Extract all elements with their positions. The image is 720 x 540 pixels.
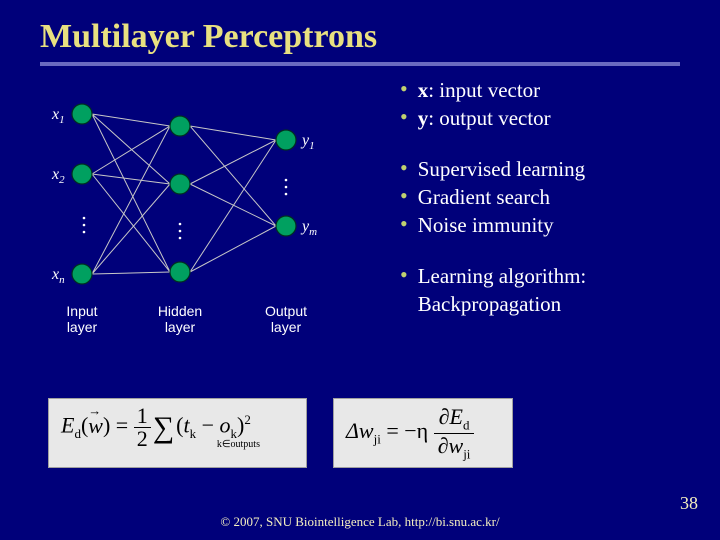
- bullet-line: • Noise immunity: [400, 211, 700, 239]
- bullet-group-1: • x: input vector • y: output vector: [400, 76, 700, 133]
- bullet-text: Gradient search: [418, 183, 550, 211]
- bullet-dot: •: [400, 104, 408, 130]
- bullet-dot: •: [400, 211, 408, 237]
- bullet-line: • Learning algorithm:Backpropagation: [400, 262, 700, 319]
- content-area: x1 x2 xn y1 ym Inputlayer Hiddenlayer Outputlay…: [0, 66, 720, 486]
- svg-text:Outputlayer: Outputlayer: [265, 303, 307, 335]
- svg-text:Hiddenlayer: Hiddenlayer: [158, 303, 202, 335]
- bullet-group-2: • Supervised learning • Gradient search …: [400, 155, 700, 240]
- bullet-list: • x: input vector • y: output vector • S…: [400, 76, 700, 340]
- page-number: 38: [680, 493, 698, 514]
- slide-title: Multilayer Perceptrons: [40, 18, 720, 56]
- bullet-line: • y: output vector: [400, 104, 700, 132]
- bullet-line: • x: input vector: [400, 76, 700, 104]
- footer-text: © 2007, SNU Biointelligence Lab, http://…: [0, 514, 720, 530]
- bullet-line: • Gradient search: [400, 183, 700, 211]
- svg-text:Inputlayer: Inputlayer: [66, 303, 97, 335]
- bullet-dot: •: [400, 183, 408, 209]
- bullet-group-3: • Learning algorithm:Backpropagation: [400, 262, 700, 319]
- equations-row: Ed(w→) = 12∑(tk − ok)2k∈outputs Δwji = −…: [48, 398, 513, 468]
- network-diagram: x1 x2 xn y1 ym Inputlayer Hiddenlayer Outputlay…: [40, 86, 400, 366]
- svg-text:xn: xn: [51, 266, 65, 286]
- svg-text:x1: x1: [51, 106, 65, 126]
- bullet-dot: •: [400, 262, 408, 288]
- svg-text:ym: ym: [300, 218, 317, 238]
- equation-delta-w: Δwji = −η ∂Ed∂wji: [333, 398, 513, 468]
- bullet-line: • Supervised learning: [400, 155, 700, 183]
- bullet-dot: •: [400, 76, 408, 102]
- bullet-text: x: input vector: [418, 76, 540, 104]
- bullet-dot: •: [400, 155, 408, 181]
- slide: Multilayer Perceptrons x1 x2 xn y1 ym Inputla…: [0, 0, 720, 540]
- bullet-text: Supervised learning: [418, 155, 585, 183]
- equation-error: Ed(w→) = 12∑(tk − ok)2k∈outputs: [48, 398, 307, 468]
- svg-text:y1: y1: [300, 132, 315, 152]
- svg-text:x2: x2: [51, 166, 65, 186]
- bullet-text: Learning algorithm:Backpropagation: [418, 262, 587, 319]
- bullet-text: y: output vector: [418, 104, 551, 132]
- title-area: Multilayer Perceptrons: [0, 0, 720, 66]
- bullet-text: Noise immunity: [418, 211, 554, 239]
